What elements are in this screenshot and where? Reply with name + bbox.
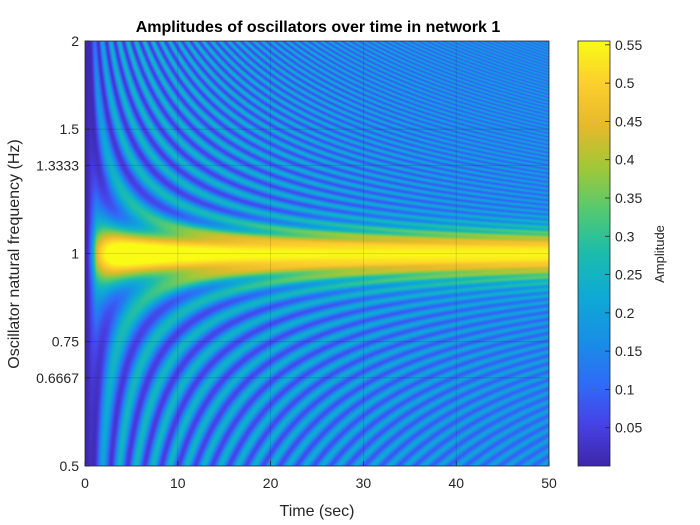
y-tick-label: 2 <box>71 33 79 49</box>
x-tick-label: 10 <box>170 475 186 491</box>
x-tick-label: 30 <box>356 475 372 491</box>
y-tick-label: 0.5 <box>60 458 80 474</box>
heatmap-image <box>85 41 549 466</box>
y-tick-label: 1.3333 <box>36 157 79 173</box>
colorbar-tick-label: 0.15 <box>615 343 642 359</box>
colorbar-tick-label: 0.3 <box>615 228 635 244</box>
y-tick-label: 0.75 <box>52 334 79 350</box>
colorbar-tick-label: 0.5 <box>615 75 635 91</box>
colorbar-tick-label: 0.4 <box>615 152 635 168</box>
y-axis: 0.5 0.6667 0.75 1 1.3333 1.5 2 <box>36 33 90 474</box>
colorbar-tick-label: 0.55 <box>615 37 642 53</box>
y-axis-label: Oscillator natural frequency (Hz) <box>6 139 23 368</box>
colorbar-tick-label: 0.05 <box>615 420 642 436</box>
colorbar-frame <box>577 40 611 467</box>
colorbar-tick-label: 0.35 <box>615 190 642 206</box>
x-tick-label: 40 <box>448 475 464 491</box>
colorbar-ticks: 0.05 0.1 0.15 0.2 0.25 0.3 0.35 0.4 0.45 0.5 0.55 <box>605 37 642 436</box>
y-tick-label: 1.5 <box>60 121 80 137</box>
heatmap-container <box>85 41 549 466</box>
colorbar-tick-label: 0.25 <box>615 267 642 283</box>
colorbar-tick-label: 0.2 <box>615 305 635 321</box>
grid-lines <box>85 41 549 466</box>
chart-title: Amplitudes of oscillators over time in n… <box>136 19 501 36</box>
x-tick-label: 50 <box>541 475 557 491</box>
x-tick-label: 20 <box>263 475 279 491</box>
colorbar-gradient <box>578 41 610 466</box>
y-tick-label: 1 <box>71 246 79 262</box>
x-axis-label: Time (sec) <box>280 503 355 520</box>
y-tick-label: 0.6667 <box>36 370 79 386</box>
x-tick-label: 0 <box>81 475 89 491</box>
colorbar-container <box>578 41 610 466</box>
colorbar-tick-label: 0.45 <box>615 113 642 129</box>
colorbar-tick-label: 0.1 <box>615 381 635 397</box>
colorbar-label: Amplitude <box>652 225 667 283</box>
x-axis: 0 10 20 30 40 50 <box>81 461 557 491</box>
